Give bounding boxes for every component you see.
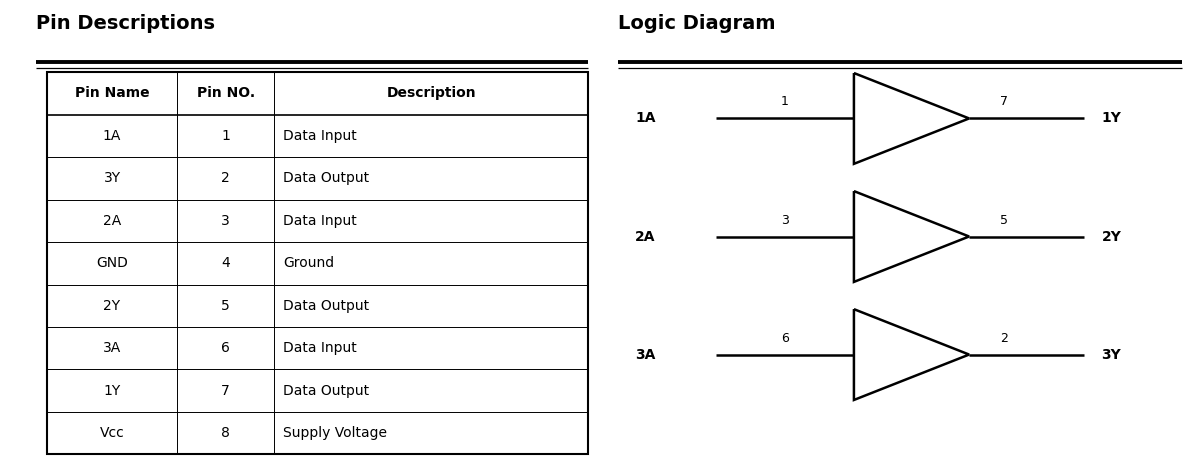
Text: Data Input: Data Input: [283, 129, 356, 143]
Text: Vcc: Vcc: [100, 426, 125, 440]
Text: Data Input: Data Input: [283, 341, 356, 355]
Text: GND: GND: [96, 256, 128, 270]
Text: 3A: 3A: [635, 348, 655, 361]
Text: 3: 3: [221, 214, 230, 228]
Text: Description: Description: [386, 87, 476, 100]
Text: Ground: Ground: [283, 256, 335, 270]
Text: 2: 2: [221, 171, 230, 185]
Text: 3A: 3A: [103, 341, 121, 355]
Text: 7: 7: [221, 384, 230, 398]
Text: 3Y: 3Y: [1102, 348, 1121, 361]
Text: 2A: 2A: [103, 214, 121, 228]
Text: 1A: 1A: [103, 129, 121, 143]
Text: 2Y: 2Y: [1102, 229, 1122, 244]
Text: 1: 1: [221, 129, 230, 143]
Text: 5: 5: [1000, 213, 1008, 227]
Text: Pin Name: Pin Name: [74, 87, 149, 100]
Text: 3: 3: [781, 213, 788, 227]
Text: 2A: 2A: [635, 229, 655, 244]
Text: 4: 4: [221, 256, 230, 270]
Text: 6: 6: [221, 341, 230, 355]
Text: Data Output: Data Output: [283, 299, 370, 313]
Text: Data Input: Data Input: [283, 214, 356, 228]
Text: Data Output: Data Output: [283, 384, 370, 398]
Text: 7: 7: [1000, 96, 1008, 108]
Text: 2Y: 2Y: [103, 299, 120, 313]
Text: Pin NO.: Pin NO.: [197, 87, 254, 100]
FancyBboxPatch shape: [47, 72, 588, 455]
Text: 8: 8: [221, 426, 230, 440]
Text: 3Y: 3Y: [103, 171, 120, 185]
Text: Pin Descriptions: Pin Descriptions: [36, 14, 215, 33]
Text: 1Y: 1Y: [103, 384, 121, 398]
Text: Supply Voltage: Supply Voltage: [283, 426, 388, 440]
Text: 6: 6: [781, 332, 788, 344]
Text: Data Output: Data Output: [283, 171, 370, 185]
Text: 2: 2: [1000, 332, 1008, 344]
Text: 1: 1: [781, 96, 788, 108]
Text: 1Y: 1Y: [1102, 112, 1122, 125]
Text: 5: 5: [221, 299, 230, 313]
Text: Logic Diagram: Logic Diagram: [618, 14, 775, 33]
Text: 1A: 1A: [635, 112, 655, 125]
